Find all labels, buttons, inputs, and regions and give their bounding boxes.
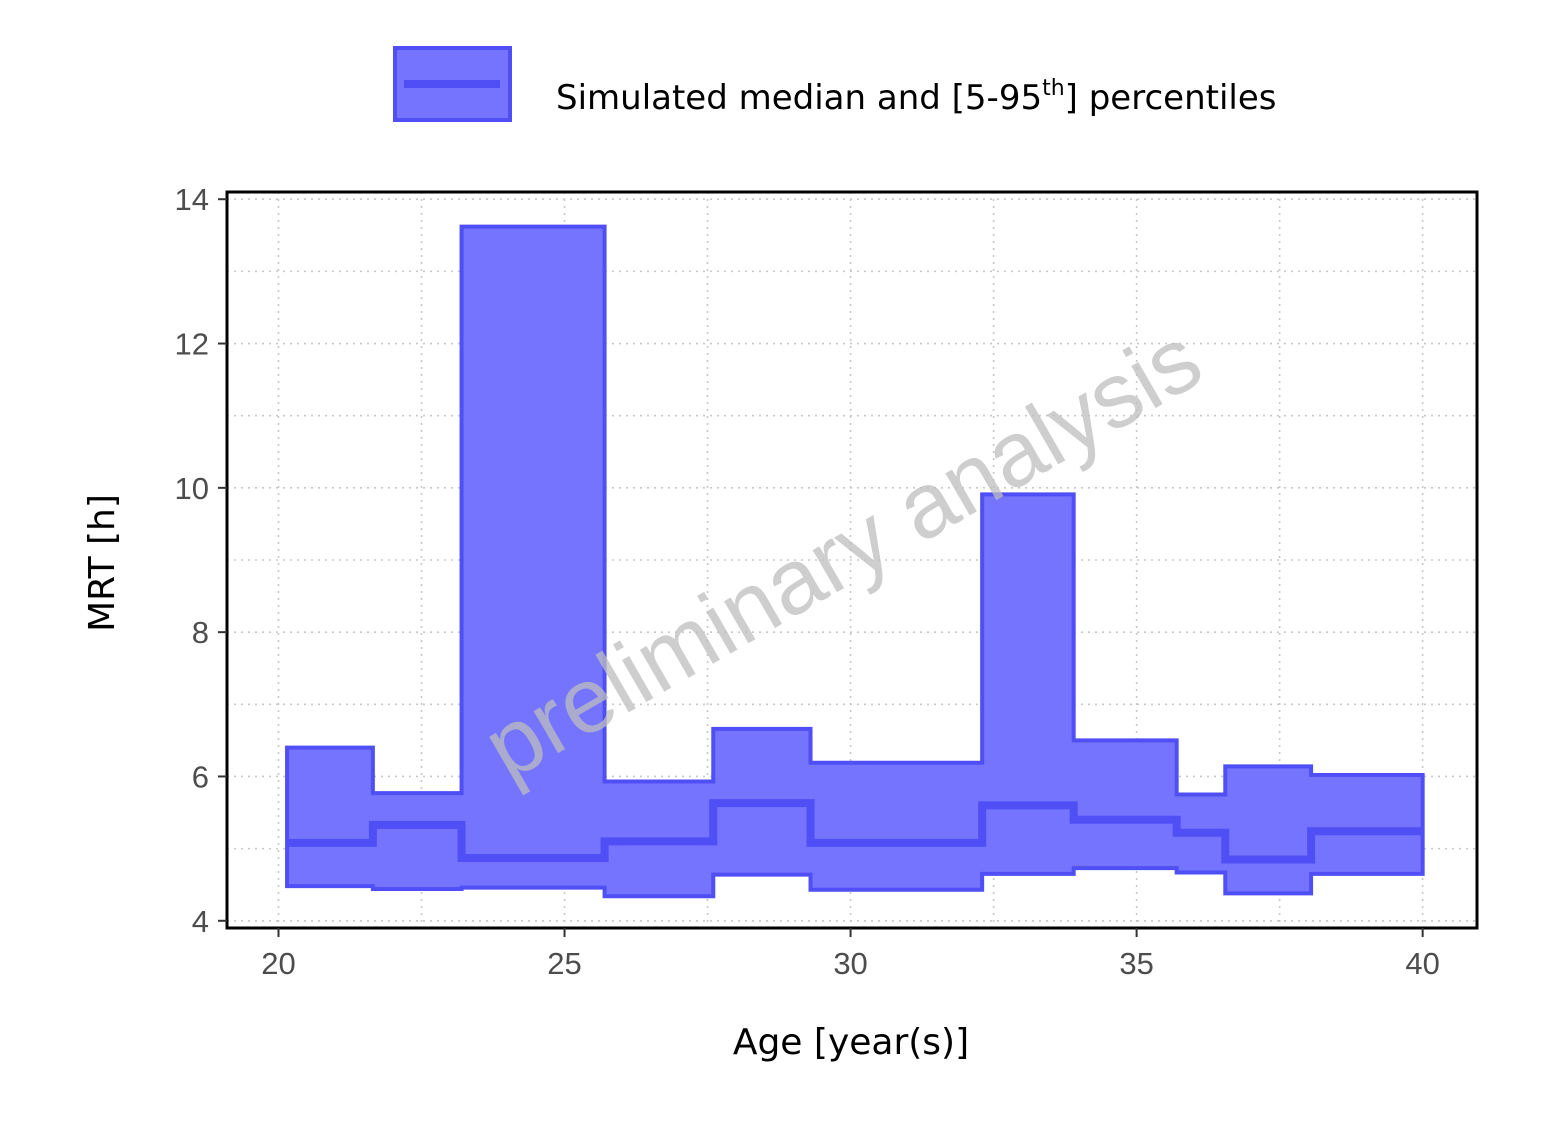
y-tick-label: 4 [192, 904, 209, 939]
y-tick-label: 12 [175, 327, 209, 362]
x-tick-label: 20 [261, 946, 295, 981]
x-tick-label: 40 [1405, 946, 1439, 981]
x-tick-label: 35 [1119, 946, 1153, 981]
y-axis-title: MRT [h] [82, 494, 123, 632]
median-line [287, 799, 1423, 864]
median-line-path [287, 799, 1423, 864]
percentile-band [285, 224, 1425, 899]
axes [225, 190, 1479, 930]
y-tick-label: 14 [175, 182, 209, 217]
legend-label: Simulated median and [5-95th] percentile… [556, 76, 1276, 118]
x-tick-label: 25 [547, 946, 581, 981]
legend-label-superscript: th [1042, 76, 1065, 101]
x-axis-ticks: 20 25 30 35 40 [261, 928, 1440, 981]
percentile-band-area [285, 224, 1425, 899]
y-tick-label: 8 [192, 615, 209, 650]
y-axis-ticks: 4 6 8 10 12 14 [175, 182, 227, 939]
y-tick-label: 10 [175, 471, 209, 506]
legend: Simulated median and [5-95th] percentile… [393, 46, 1276, 122]
legend-label-end: ] percentiles [1065, 78, 1277, 118]
y-tick-label: 6 [192, 759, 209, 794]
plot-frame [225, 190, 1479, 930]
x-axis-title: Age [year(s)] [733, 1022, 969, 1063]
x-tick-label: 30 [833, 946, 867, 981]
legend-label-main: Simulated median and [5-95 [556, 78, 1042, 118]
